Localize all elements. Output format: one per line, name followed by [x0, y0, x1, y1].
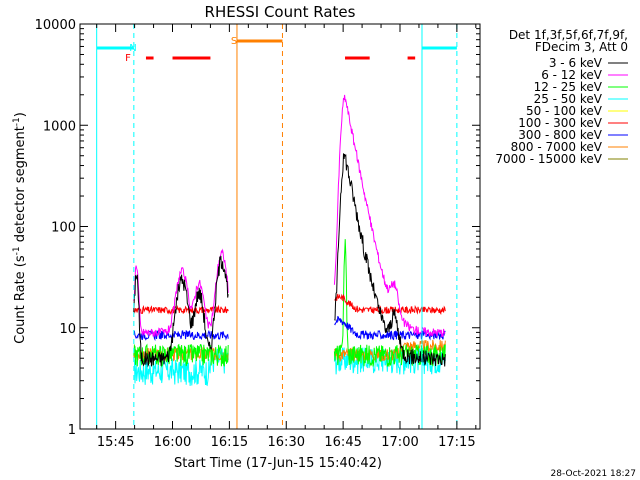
legend-label: 7000 - 15000 keV	[495, 152, 602, 166]
legend-header-line-1: Det 1f,3f,5f,6f,7f,9f,	[509, 28, 628, 42]
legend-label: 3 - 6 keV	[549, 56, 603, 70]
x-axis-label: Start Time (17-Jun-15 15:40:42)	[174, 456, 382, 471]
legend-label: 12 - 25 keV	[534, 80, 603, 94]
y-axis-label-end: )	[13, 112, 28, 117]
y-axis-label-main: Count Rate (s	[13, 255, 28, 344]
flag-flare-label: F	[125, 53, 131, 64]
flag-saa-label: S	[231, 36, 237, 47]
y-tick-label: 10000	[35, 18, 76, 33]
series-layer	[133, 94, 446, 387]
x-tick-label: 17:00	[381, 435, 418, 450]
series-line	[333, 239, 446, 368]
x-tick-label: 16:00	[154, 435, 191, 450]
x-tick-label: 16:30	[268, 435, 305, 450]
series-line	[333, 94, 446, 338]
legend-label: 300 - 800 keV	[518, 128, 602, 142]
y-axis-label-sup-1: -1	[12, 246, 22, 255]
series-line	[334, 153, 446, 367]
y-axis: 1 10 100 1000 10000	[35, 18, 480, 438]
series-line	[133, 304, 229, 315]
chart-title: RHESSI Count Rates	[205, 3, 356, 21]
series-line	[133, 255, 229, 368]
legend: Det 1f,3f,5f,6f,7f,9f, FDecim 3, Att 0 3…	[495, 28, 628, 166]
markers-layer	[96, 24, 458, 429]
timestamp: 28-Oct-2021 18:27	[551, 469, 636, 479]
legend-label: 6 - 12 keV	[541, 68, 603, 82]
flag-night-label: N	[129, 43, 136, 54]
y-axis-label: Count Rate (s-1 detector segment-1)	[12, 112, 28, 344]
legend-label: 100 - 300 keV	[518, 116, 602, 130]
y-axis-label-sup-2: -1	[12, 117, 22, 126]
legend-label: 50 - 100 keV	[526, 104, 603, 118]
series-line	[133, 248, 229, 337]
legend-header-line-2: FDecim 3, Att 0	[535, 40, 628, 54]
y-axis-label-mid: detector segment	[13, 126, 28, 246]
y-tick-label: 10	[59, 322, 76, 337]
y-tick-label: 1	[68, 423, 76, 438]
legend-label: 800 - 7000 keV	[511, 140, 603, 154]
x-tick-label: 16:45	[324, 435, 361, 450]
x-axis: 15:45 16:00 16:15 16:30 16:45 17:00 17:15	[96, 24, 477, 450]
legend-label: 25 - 50 keV	[534, 92, 603, 106]
series-line	[334, 293, 446, 316]
y-tick-label: 100	[51, 221, 76, 236]
flags-layer: NF S	[96, 36, 457, 64]
x-tick-label: 15:45	[97, 435, 134, 450]
x-tick-label: 16:15	[211, 435, 248, 450]
y-tick-label: 1000	[43, 119, 76, 134]
x-tick-label: 17:15	[438, 435, 475, 450]
